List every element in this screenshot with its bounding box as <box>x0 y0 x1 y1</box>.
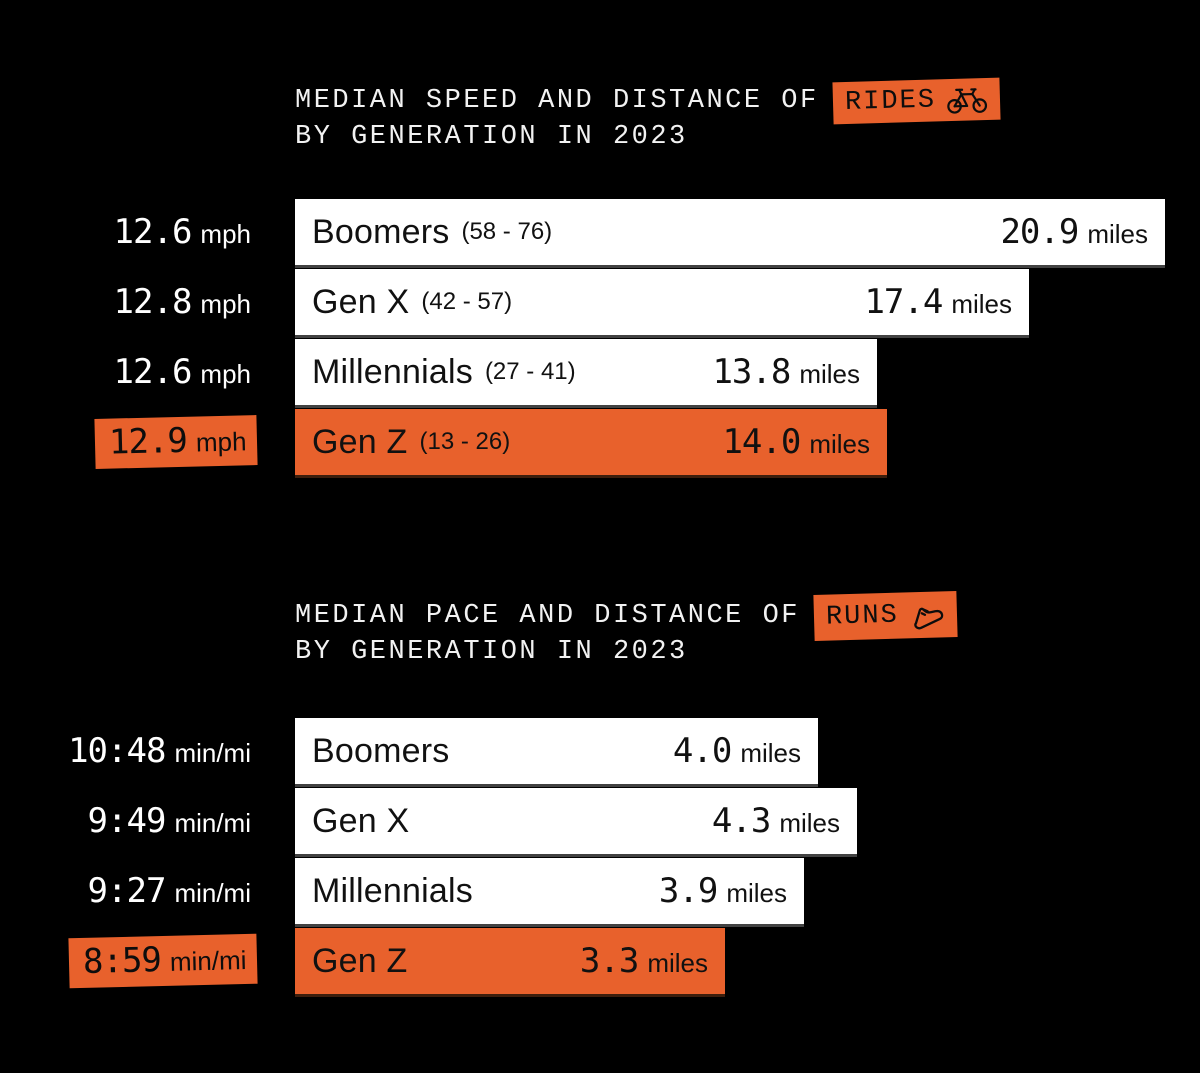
speed-unit: mph <box>200 289 251 319</box>
speed-unit: mph <box>200 219 251 249</box>
runs-title-line2: BY GENERATION IN 2023 <box>295 637 688 667</box>
generation-age-range: (58 - 76) <box>461 218 553 245</box>
generation-name: Gen Z <box>312 422 408 461</box>
rides-row-millennials: 12.6 mph Millennials (27 - 41) 13.8 miles <box>0 339 1200 405</box>
bicycle-icon <box>945 85 988 115</box>
distance-bar: Gen X 4.3 miles <box>295 788 857 854</box>
distance-bar: Gen X (42 - 57) 17.4 miles <box>295 269 1029 335</box>
pace-unit: min/mi <box>174 808 251 838</box>
pace-label: 9:49 min/mi <box>0 788 257 854</box>
generation-name: Millennials <box>312 352 473 391</box>
highlight-chip: 12.9 mph <box>93 415 258 469</box>
distance-unit: miles <box>647 948 708 978</box>
rides-row-boomers: 12.6 mph Boomers (58 - 76) 20.9 miles <box>0 199 1200 265</box>
rides-title-text: MEDIAN SPEED AND DISTANCE OF <box>295 86 819 116</box>
speed-value: 12.8 <box>113 282 193 322</box>
runs-row-genz-highlighted: 8:59 min/mi Gen Z 3.3 miles <box>0 928 1200 994</box>
pace-value: 9:49 <box>87 801 167 841</box>
distance-bar: Millennials (27 - 41) 13.8 miles <box>295 339 877 405</box>
pace-value: 10:48 <box>68 731 166 771</box>
rides-badge-label: RIDES <box>844 85 937 118</box>
distance-bar: Boomers 4.0 miles <box>295 718 818 784</box>
speed-value: 12.9 <box>108 420 187 463</box>
distance-value: 20.9 <box>1000 212 1079 252</box>
pace-unit: min/mi <box>174 878 251 908</box>
speed-value: 12.6 <box>113 212 193 252</box>
generation-name: Gen X <box>312 282 410 321</box>
speed-label: 12.8 mph <box>0 269 257 335</box>
distance-bar: Gen Z (13 - 26) 14.0 miles <box>295 409 887 475</box>
generation-age-range: (13 - 26) <box>419 428 511 455</box>
speed-label: 12.9 mph <box>0 409 258 475</box>
distance-value: 4.0 <box>672 731 732 771</box>
pace-label: 9:27 min/mi <box>0 858 257 924</box>
runs-title: MEDIAN PACE AND DISTANCE OF RUNS <box>295 591 958 667</box>
rides-row-genz-highlighted: 12.9 mph Gen Z (13 - 26) 14.0 miles <box>0 409 1200 475</box>
pace-unit: min/mi <box>169 944 247 977</box>
distance-unit: miles <box>1087 219 1148 249</box>
distance-value: 4.3 <box>711 801 771 841</box>
generation-age-range: (42 - 57) <box>421 288 513 315</box>
runs-row-boomers: 10:48 min/mi Boomers 4.0 miles <box>0 718 1200 784</box>
pace-label: 8:59 min/mi <box>0 928 258 994</box>
highlight-chip: 8:59 min/mi <box>67 933 258 989</box>
speed-label: 12.6 mph <box>0 339 257 405</box>
distance-unit: miles <box>740 738 801 768</box>
generation-name: Gen Z <box>312 941 408 980</box>
distance-unit: miles <box>779 808 840 838</box>
rides-title-line1: MEDIAN SPEED AND DISTANCE OF RIDES <box>295 77 1001 125</box>
rides-bars: 12.6 mph Boomers (58 - 76) 20.9 miles 12.8… <box>0 199 1200 479</box>
generation-name: Boomers <box>312 212 450 251</box>
distance-unit: miles <box>726 878 787 908</box>
speed-unit: mph <box>200 359 251 389</box>
rides-badge: RIDES <box>832 77 1001 125</box>
rides-title: MEDIAN SPEED AND DISTANCE OF RIDES <box>295 77 1001 152</box>
runs-badge: RUNS <box>813 591 958 641</box>
distance-value: 3.3 <box>579 941 639 981</box>
runs-bars: 10:48 min/mi Boomers 4.0 miles 9:49 min/mi … <box>0 718 1200 998</box>
generation-name: Gen X <box>312 801 410 840</box>
distance-bar: Millennials 3.9 miles <box>295 858 804 924</box>
runs-row-millennials: 9:27 min/mi Millennials 3.9 miles <box>0 858 1200 924</box>
runs-row-genx: 9:49 min/mi Gen X 4.3 miles <box>0 788 1200 854</box>
distance-unit: miles <box>799 359 860 389</box>
distance-unit: miles <box>809 429 870 459</box>
pace-value: 9:27 <box>87 871 167 911</box>
generation-age-range: (27 - 41) <box>484 358 576 385</box>
pace-label: 10:48 min/mi <box>0 718 257 784</box>
pace-value: 8:59 <box>82 940 161 982</box>
running-shoe-icon <box>908 597 945 632</box>
speed-label: 12.6 mph <box>0 199 257 265</box>
runs-badge-label: RUNS <box>825 600 900 633</box>
distance-value: 17.4 <box>864 282 943 322</box>
distance-bar: Gen Z 3.3 miles <box>295 928 725 994</box>
runs-title-text: MEDIAN PACE AND DISTANCE OF <box>295 601 800 631</box>
rides-row-genx: 12.8 mph Gen X (42 - 57) 17.4 miles <box>0 269 1200 335</box>
distance-unit: miles <box>951 289 1012 319</box>
distance-value: 14.0 <box>722 422 801 462</box>
generation-name: Boomers <box>312 731 450 770</box>
distance-value: 13.8 <box>712 352 791 392</box>
distance-value: 3.9 <box>658 871 718 911</box>
pace-unit: min/mi <box>174 738 251 768</box>
speed-unit: mph <box>195 426 247 458</box>
speed-value: 12.6 <box>113 352 193 392</box>
distance-bar: Boomers (58 - 76) 20.9 miles <box>295 199 1165 265</box>
generation-name: Millennials <box>312 871 473 910</box>
rides-title-line2: BY GENERATION IN 2023 <box>295 122 688 152</box>
runs-title-line1: MEDIAN PACE AND DISTANCE OF RUNS <box>295 591 958 641</box>
